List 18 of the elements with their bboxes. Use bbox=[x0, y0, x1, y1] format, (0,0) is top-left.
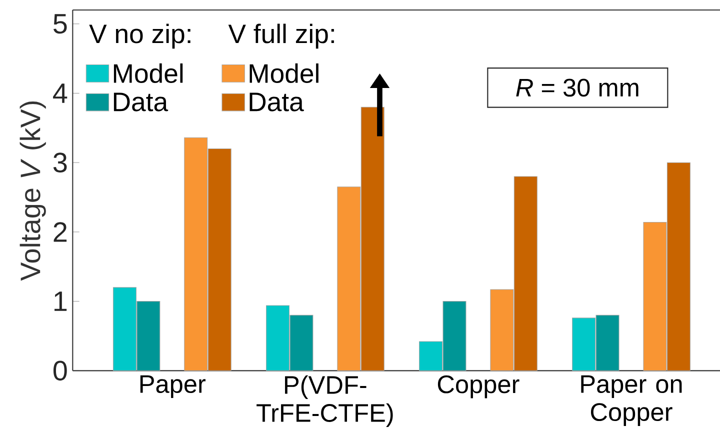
annotation: V full zip: bbox=[228, 24, 334, 49]
y-tick-label: 5 bbox=[54, 14, 67, 34]
legend-label: Data bbox=[114, 92, 168, 112]
y-tick-label: 0 bbox=[53, 360, 67, 381]
y-tick-label: 4 bbox=[53, 84, 68, 103]
legend-label: Model bbox=[114, 63, 183, 84]
legend-label: Data bbox=[250, 92, 304, 112]
annotation: R = 30 mm bbox=[516, 78, 638, 97]
x-tick-label: Paper on Copper bbox=[581, 375, 682, 426]
legend-label: Model bbox=[250, 63, 318, 84]
annotation: V no zip: bbox=[89, 24, 190, 49]
x-tick-label: Copper bbox=[438, 375, 520, 398]
x-tick-label: Paper bbox=[140, 375, 206, 398]
x-tick-label: P(VDF-TrFE-CTFE) bbox=[256, 375, 393, 428]
y-tick-label: 3 bbox=[53, 152, 67, 173]
y-axis-title: Voltage V (kV) bbox=[20, 102, 46, 281]
y-tick-label: 2 bbox=[54, 222, 67, 242]
y-tick-label: 1 bbox=[54, 292, 67, 311]
